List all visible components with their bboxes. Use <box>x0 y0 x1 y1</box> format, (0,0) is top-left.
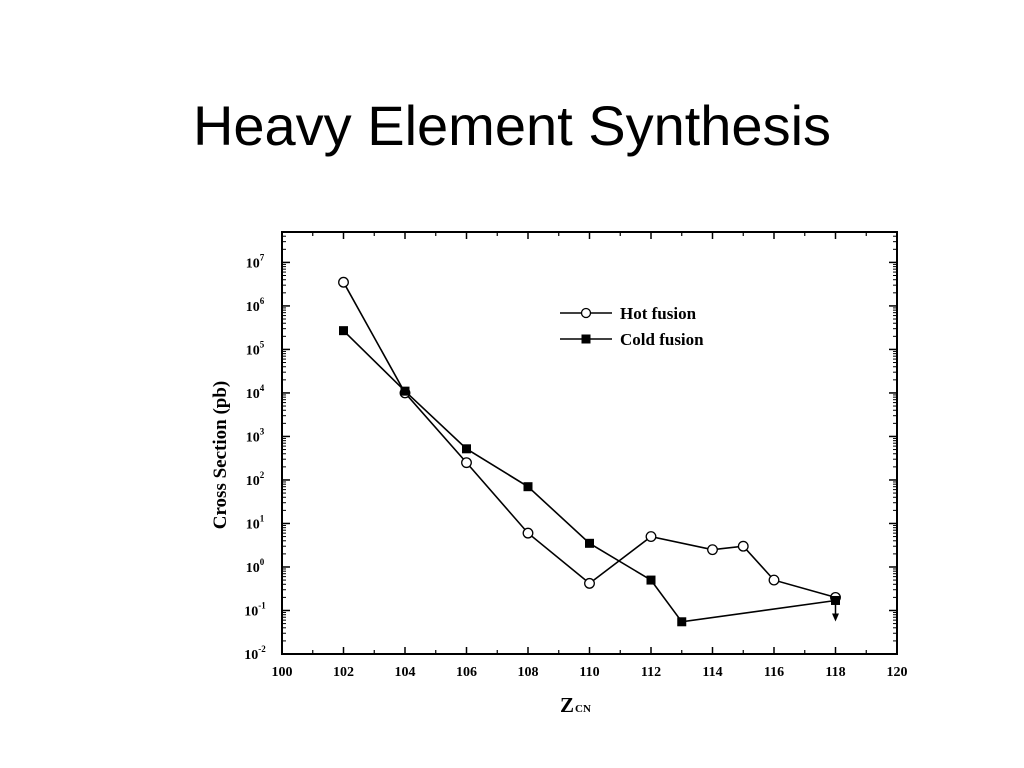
x-tick-label: 100 <box>272 665 293 680</box>
series-line-cold <box>342 330 836 623</box>
x-tick-label: 116 <box>764 665 784 680</box>
y-tick-label: 104 <box>246 383 265 402</box>
x-axis-title-main: Z <box>560 693 574 717</box>
x-tick-label: 110 <box>579 665 599 680</box>
y-tick-label: 100 <box>246 557 265 576</box>
hot-fusion-point <box>737 540 749 552</box>
x-axis-title-sub: CN <box>575 703 591 715</box>
y-tick-label: 102 <box>246 470 265 489</box>
x-tick-label: 120 <box>887 665 908 680</box>
x-tick-label: 112 <box>641 665 661 680</box>
x-tick-labels: 100 102 104 106 108 110 112 114 116 118 120 <box>272 665 908 680</box>
plot-frame <box>281 231 898 655</box>
x-tick-label: 106 <box>456 665 477 680</box>
legend-cold-marker <box>581 334 591 344</box>
hot-fusion-point <box>584 577 595 589</box>
x-tick-label: 118 <box>825 665 845 680</box>
cold-fusion-point <box>585 538 594 548</box>
cold-fusion-point <box>677 617 687 627</box>
x-tick-label: 102 <box>333 665 354 680</box>
x-axis-title: ZCN <box>560 693 591 717</box>
cold-fusion-point <box>831 595 840 605</box>
x-tick-label: 104 <box>395 665 416 680</box>
cold-fusion-point <box>523 482 533 492</box>
x-tick-label: 114 <box>702 665 722 680</box>
y-tick-label: 106 <box>246 296 265 315</box>
y-tick-label: 105 <box>246 339 265 358</box>
x-tick-label: 108 <box>518 665 539 680</box>
cold-fusion-point <box>400 386 410 396</box>
hot-fusion-point <box>522 527 534 539</box>
series-layer <box>338 276 841 627</box>
y-tick-labels: 10-2 10-1 100 101 102 103 104 105 106 107 <box>244 252 266 663</box>
slide-title: Heavy Element Synthesis <box>192 94 832 157</box>
cold-fusion-point <box>339 326 348 336</box>
hot-fusion-point <box>768 574 780 586</box>
y-axis-title: Cross Section (pb) <box>210 381 231 530</box>
cold-fusion-point <box>646 575 656 585</box>
hot-fusion-point <box>461 457 472 469</box>
legend: Hot fusion Cold fusion <box>560 304 704 349</box>
cold-fusion-point <box>462 444 471 454</box>
y-tick-label: 101 <box>246 513 265 532</box>
axis-ticks <box>281 231 898 655</box>
hot-fusion-point <box>645 531 657 543</box>
upper-limit-arrow-head <box>832 613 839 622</box>
legend-cold-label: Cold fusion <box>620 330 704 349</box>
legend-hot-marker <box>580 307 592 319</box>
legend-hot-label: Hot fusion <box>620 304 697 323</box>
y-tick-label: 103 <box>246 426 265 445</box>
hot-fusion-point <box>707 544 718 556</box>
y-tick-label: 10-1 <box>244 600 266 619</box>
hot-fusion-point <box>338 276 349 288</box>
y-tick-label: 10-2 <box>244 644 266 663</box>
series-line-hot <box>342 281 836 599</box>
y-tick-label: 107 <box>246 252 265 271</box>
